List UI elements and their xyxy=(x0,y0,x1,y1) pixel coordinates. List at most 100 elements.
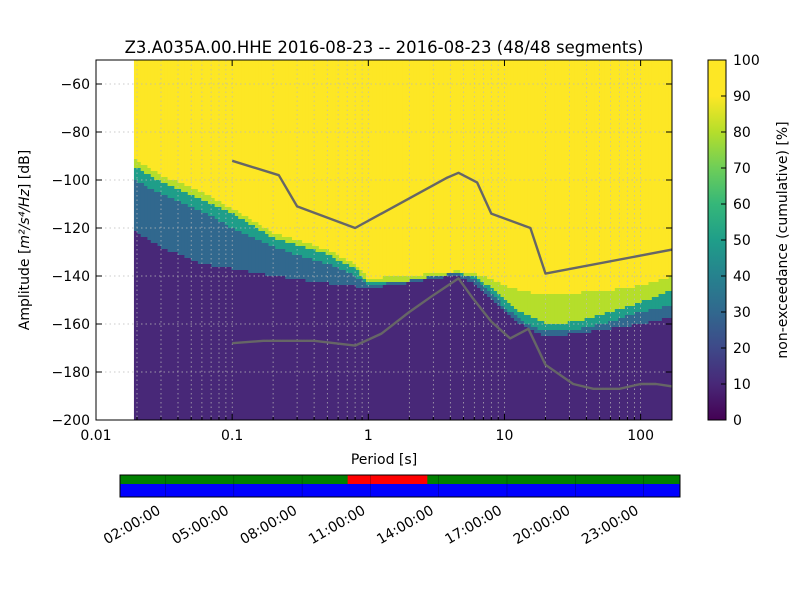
heatmap-cell xyxy=(167,252,172,420)
heatmap-cell xyxy=(645,324,650,420)
time-coverage-panel: 02:00:00 05:00:00 08:00:00 11:00:00 14:00:00… xyxy=(101,474,681,548)
heatmap-cell xyxy=(631,60,636,288)
heatmap-cell xyxy=(473,279,478,285)
heatmap-cell xyxy=(520,60,525,291)
heatmap-cell xyxy=(265,243,270,276)
heatmap-cell xyxy=(594,324,599,330)
heatmap-cell xyxy=(641,60,646,285)
colorbar-gradient xyxy=(708,60,726,420)
heatmap-cell xyxy=(614,60,619,288)
heatmap-cell xyxy=(628,306,633,315)
heatmap-cell xyxy=(241,60,246,216)
heatmap-cell xyxy=(349,261,354,267)
heatmap-cell xyxy=(621,309,626,318)
heatmap-cell xyxy=(601,330,606,420)
heatmap-cell xyxy=(234,60,239,210)
heatmap-cell xyxy=(665,318,670,420)
heatmap-cell xyxy=(255,240,259,273)
heatmap-cell xyxy=(396,282,401,285)
heatmap-cell xyxy=(436,60,441,273)
heatmap-cell xyxy=(611,291,616,312)
heatmap-cell xyxy=(510,306,515,312)
heatmap-cell xyxy=(402,60,407,276)
heatmap-cell xyxy=(339,258,344,261)
heatmap-cell xyxy=(517,60,522,291)
heatmap-cell xyxy=(540,330,545,336)
heatmap-cell xyxy=(379,282,384,285)
heatmap-cell xyxy=(429,279,434,420)
heatmap-cell xyxy=(446,273,451,276)
heatmap-cell xyxy=(534,327,539,333)
heatmap-cell xyxy=(349,60,354,261)
heatmap-cell xyxy=(665,291,670,306)
heatmap-cell xyxy=(234,231,239,270)
heatmap-cell xyxy=(396,60,401,276)
heatmap-cell xyxy=(255,228,259,240)
heatmap-cell xyxy=(503,300,508,309)
heatmap-cell xyxy=(315,282,320,420)
heatmap-cell xyxy=(376,60,381,279)
heatmap-cell xyxy=(574,294,579,321)
heatmap-cell xyxy=(268,60,273,231)
heatmap-cell xyxy=(466,60,471,273)
heatmap-cell xyxy=(550,294,555,324)
heatmap-cell xyxy=(355,279,360,288)
heatmap-cell xyxy=(517,318,522,324)
heatmap-cell xyxy=(137,234,142,420)
heatmap-cell xyxy=(224,225,229,267)
time-tick-label: 05:00:00 xyxy=(169,503,231,548)
heatmap-cell xyxy=(349,285,354,420)
heatmap-cell xyxy=(352,285,357,420)
heatmap-cell xyxy=(413,60,418,276)
heatmap-cell xyxy=(181,183,185,192)
heatmap-cell xyxy=(500,306,505,309)
heatmap-cell xyxy=(144,165,148,174)
heatmap-cell xyxy=(281,249,286,276)
heatmap-cell xyxy=(160,60,165,177)
heatmap-cell xyxy=(513,309,518,315)
heatmap-cell xyxy=(221,210,226,222)
heatmap-cell xyxy=(571,60,576,294)
heatmap-cell xyxy=(275,276,280,420)
heatmap-cell xyxy=(231,270,236,420)
heatmap-cell xyxy=(218,267,222,420)
heatmap-cell xyxy=(244,234,249,270)
heatmap-cell xyxy=(332,267,337,285)
heatmap-cell xyxy=(329,60,333,252)
heatmap-cell xyxy=(170,198,175,252)
heatmap-cell xyxy=(204,201,209,213)
heatmap-cell xyxy=(201,60,206,192)
heatmap-cell xyxy=(460,273,465,276)
heatmap-cell xyxy=(513,288,518,309)
heatmap-cell xyxy=(507,315,512,420)
heatmap-cell xyxy=(413,279,418,282)
heatmap-cell xyxy=(271,237,276,246)
heatmap-cell xyxy=(258,273,263,420)
heatmap-cell xyxy=(144,237,148,420)
heatmap-cell xyxy=(191,189,196,195)
heatmap-cell xyxy=(187,195,192,207)
heatmap-cell xyxy=(194,60,199,189)
heatmap-cell xyxy=(503,285,508,300)
heatmap-cell xyxy=(450,273,455,276)
heatmap-cell xyxy=(557,60,562,294)
heatmap-cell xyxy=(426,276,431,279)
heatmap-cell xyxy=(312,60,317,246)
heatmap-cell xyxy=(574,330,579,333)
heatmap-cell xyxy=(339,270,344,285)
heatmap-cell xyxy=(507,303,512,312)
heatmap-cell xyxy=(497,294,502,300)
heatmap-cell xyxy=(281,240,286,249)
heatmap-cell xyxy=(255,273,259,420)
colorbar-tick-label: 0 xyxy=(733,413,742,429)
heatmap-cell xyxy=(524,60,528,291)
heatmap-cell xyxy=(278,234,283,240)
heatmap-cell xyxy=(133,60,138,159)
heatmap-cell xyxy=(661,294,666,306)
heatmap-cell xyxy=(241,234,246,270)
heatmap-cell xyxy=(419,276,424,279)
heatmap-cell xyxy=(470,273,475,276)
heatmap-cell xyxy=(604,60,609,291)
heatmap-cell xyxy=(285,252,290,279)
